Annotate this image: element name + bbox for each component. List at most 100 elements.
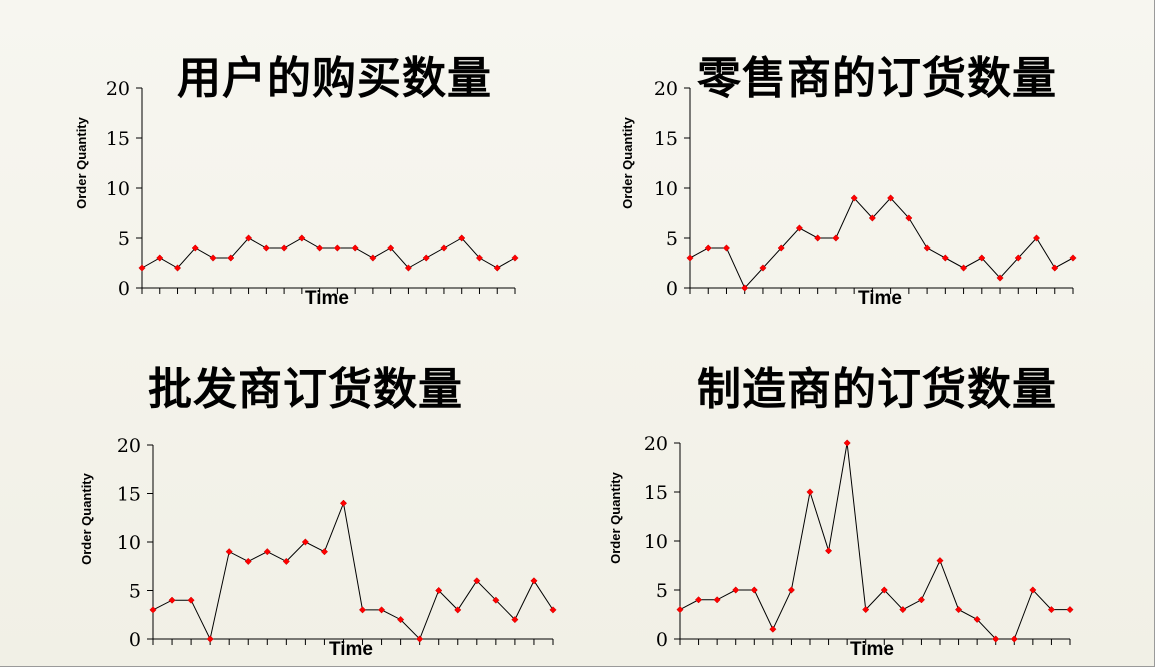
data-point [850,194,858,202]
data-point [978,254,986,262]
data-point [1047,606,1055,614]
y-axis-label: Order Quantity [79,472,94,565]
y-tick-label: 20 [106,78,130,100]
data-point [416,635,424,643]
data-point [378,606,386,614]
data-point [722,244,731,252]
data-point [917,596,925,604]
data-point [832,234,840,242]
y-tick-label: 10 [117,532,141,554]
data-point [440,244,448,252]
chart-title: 制造商的订货数量 [697,364,1057,415]
data-point [992,635,1000,643]
data-point [1014,254,1022,262]
data-point [316,244,324,252]
data-point [905,214,913,222]
data-point [1066,606,1074,614]
y-tick-label: 0 [656,629,668,651]
x-axis-label: Time [305,288,349,309]
data-point [795,224,803,232]
data-point [492,596,500,604]
data-point [156,254,164,262]
data-point [458,234,466,242]
y-tick-label: 0 [118,278,130,300]
y-tick-label: 15 [644,482,668,504]
data-point [168,596,176,604]
x-axis-label: Time [858,288,902,309]
data-point [298,234,306,242]
data-point [369,254,377,262]
series-line [679,442,1070,640]
y-tick-label: 5 [656,580,668,602]
data-point [686,254,694,262]
data-point [320,548,328,556]
y-tick-label: 10 [644,531,668,553]
data-point [244,557,252,565]
data-point [843,439,851,447]
data-point [787,586,795,594]
data-point [227,254,235,262]
y-axis-label: Order Quantity [620,116,635,209]
data-point [422,254,430,262]
data-point [358,606,367,614]
data-point [511,254,519,262]
series-line [152,501,554,641]
data-point [1051,264,1059,272]
chart-title: 用户的购买数量 [177,53,492,104]
y-tick-label: 15 [654,128,678,150]
series-line [141,237,516,269]
x-axis-label: Time [850,639,894,660]
data-point [333,244,341,252]
y-tick-label: 20 [117,435,141,457]
data-point [806,488,814,496]
data-point [138,264,146,272]
data-point [887,194,895,202]
data-point [1029,586,1037,594]
data-point [868,214,876,222]
data-point [973,615,981,623]
data-point [282,557,290,565]
data-point [862,606,870,614]
data-point [759,264,767,272]
data-point [880,586,888,594]
data-point [511,616,519,624]
series-line [689,197,1074,289]
data-point [339,499,348,507]
y-tick-label: 20 [644,433,668,455]
y-tick-label: 5 [118,228,130,250]
data-point [1032,234,1041,242]
x-axis-label: Time [329,639,373,660]
data-point [899,606,907,614]
y-tick-label: 15 [106,128,130,150]
data-point [936,557,944,565]
y-tick-label: 10 [106,178,130,200]
data-point [435,586,443,595]
data-point [1069,254,1077,262]
data-point [777,244,785,252]
data-point [187,596,195,604]
data-point [473,577,481,585]
chart-title: 零售商的订货数量 [697,53,1057,104]
data-point [262,244,270,252]
data-point [695,596,703,604]
data-point [404,264,412,272]
data-point [301,538,309,546]
data-point [941,254,949,262]
y-tick-label: 20 [654,78,678,100]
data-point [397,616,405,624]
y-axis-label: Order Quantity [608,471,623,564]
data-point [530,577,538,585]
data-point [206,635,214,643]
data-point [454,606,462,614]
data-point [741,284,749,292]
data-point [351,244,359,252]
data-point [732,586,740,594]
data-point [960,264,968,272]
data-point [245,234,253,242]
data-point [225,548,233,556]
data-point [704,244,712,252]
data-point [387,244,395,252]
